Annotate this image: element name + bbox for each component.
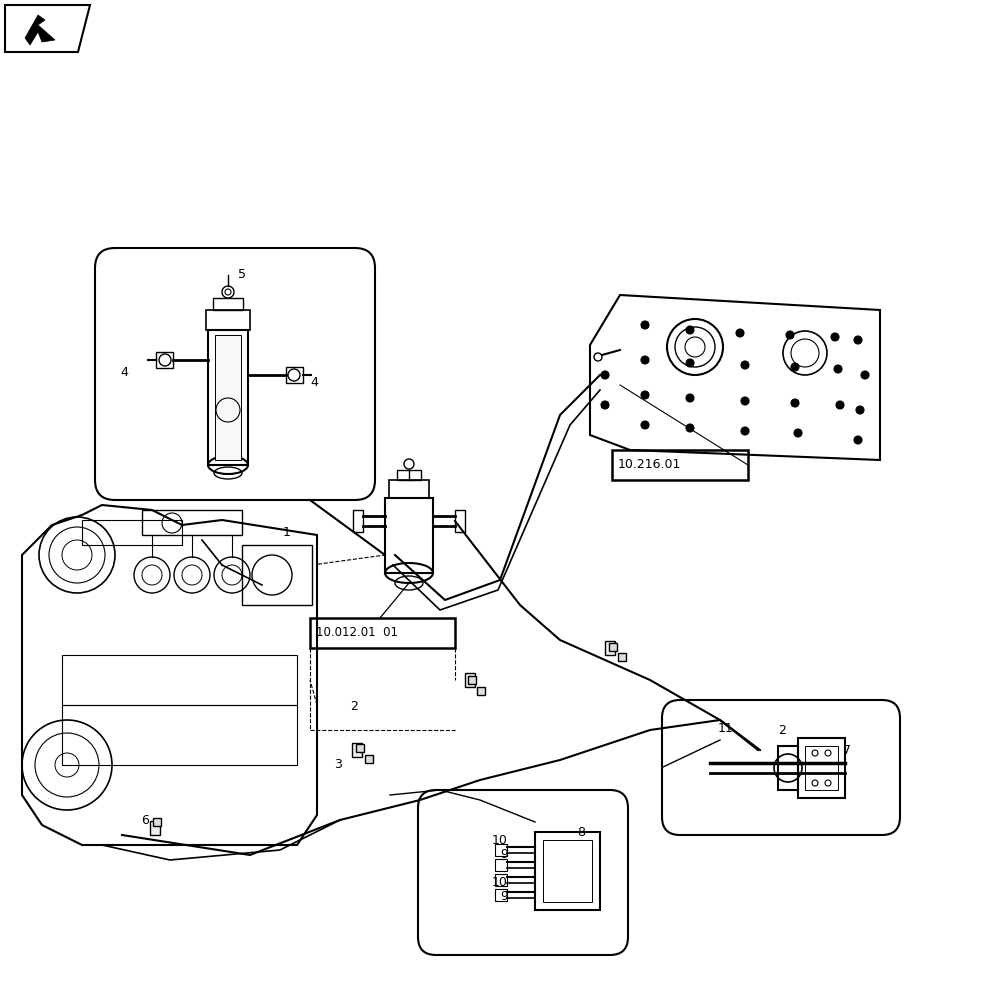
Text: 8: 8 bbox=[577, 826, 585, 838]
Circle shape bbox=[601, 371, 609, 379]
Circle shape bbox=[741, 427, 749, 435]
Bar bbox=[535, 832, 600, 910]
Circle shape bbox=[686, 359, 694, 367]
Bar bbox=[62, 655, 297, 705]
Bar bbox=[142, 510, 242, 535]
Text: 10.012.01  01: 10.012.01 01 bbox=[316, 626, 398, 640]
Bar bbox=[495, 889, 507, 901]
Circle shape bbox=[794, 429, 802, 437]
Circle shape bbox=[641, 391, 649, 399]
Polygon shape bbox=[22, 505, 317, 845]
Bar bbox=[242, 545, 312, 605]
Text: 11: 11 bbox=[718, 722, 734, 734]
Circle shape bbox=[686, 394, 694, 402]
Bar bbox=[465, 673, 475, 687]
Bar bbox=[62, 705, 297, 765]
Text: 7: 7 bbox=[843, 744, 851, 756]
Bar bbox=[468, 676, 476, 684]
Circle shape bbox=[686, 326, 694, 334]
Text: 2: 2 bbox=[350, 700, 358, 712]
Text: 4: 4 bbox=[120, 366, 127, 379]
Circle shape bbox=[861, 371, 869, 379]
Bar bbox=[208, 330, 248, 465]
Bar bbox=[805, 746, 838, 790]
Bar bbox=[612, 450, 748, 480]
Circle shape bbox=[831, 333, 839, 341]
Polygon shape bbox=[5, 5, 90, 52]
Bar bbox=[206, 310, 250, 330]
Bar bbox=[477, 687, 485, 695]
Text: 10: 10 bbox=[492, 834, 508, 846]
Circle shape bbox=[854, 436, 862, 444]
Bar bbox=[495, 859, 507, 871]
Bar bbox=[455, 510, 465, 532]
Circle shape bbox=[854, 336, 862, 344]
Circle shape bbox=[791, 399, 799, 407]
Circle shape bbox=[736, 329, 744, 337]
Bar bbox=[397, 470, 421, 480]
Circle shape bbox=[686, 424, 694, 432]
Bar bbox=[150, 821, 160, 835]
Bar bbox=[153, 818, 161, 826]
Text: 9: 9 bbox=[500, 848, 508, 860]
Circle shape bbox=[641, 356, 649, 364]
Bar bbox=[605, 641, 615, 655]
Polygon shape bbox=[20, 10, 55, 48]
Circle shape bbox=[786, 331, 794, 339]
Bar bbox=[356, 744, 364, 752]
Bar bbox=[310, 618, 455, 648]
Circle shape bbox=[741, 397, 749, 405]
Circle shape bbox=[856, 406, 864, 414]
Text: 9: 9 bbox=[500, 890, 508, 904]
Circle shape bbox=[641, 321, 649, 329]
Bar bbox=[213, 298, 243, 310]
Circle shape bbox=[834, 365, 842, 373]
Bar bbox=[798, 738, 845, 798]
Bar bbox=[618, 653, 626, 661]
Text: 5: 5 bbox=[238, 268, 246, 282]
Text: 1: 1 bbox=[283, 526, 290, 540]
Bar bbox=[778, 746, 798, 790]
Circle shape bbox=[791, 363, 799, 371]
Bar bbox=[385, 498, 433, 573]
Circle shape bbox=[601, 401, 609, 409]
Bar bbox=[389, 480, 429, 498]
Text: 2: 2 bbox=[778, 724, 785, 736]
Bar bbox=[286, 367, 303, 383]
Text: 6: 6 bbox=[141, 814, 149, 826]
Bar bbox=[353, 510, 363, 532]
Bar bbox=[495, 844, 507, 856]
Bar bbox=[352, 743, 362, 757]
Circle shape bbox=[836, 401, 844, 409]
Bar bbox=[495, 874, 507, 886]
Text: 3: 3 bbox=[334, 758, 342, 772]
Polygon shape bbox=[590, 295, 880, 460]
Circle shape bbox=[741, 361, 749, 369]
Bar bbox=[365, 755, 373, 763]
Bar bbox=[609, 643, 617, 651]
Polygon shape bbox=[25, 15, 55, 45]
Text: 10.216.01: 10.216.01 bbox=[618, 458, 682, 472]
Bar bbox=[156, 352, 173, 368]
Bar bbox=[543, 840, 592, 902]
Circle shape bbox=[641, 421, 649, 429]
Bar bbox=[82, 520, 182, 545]
Text: 10: 10 bbox=[492, 876, 508, 888]
Bar bbox=[215, 335, 241, 460]
Text: 4: 4 bbox=[310, 375, 318, 388]
